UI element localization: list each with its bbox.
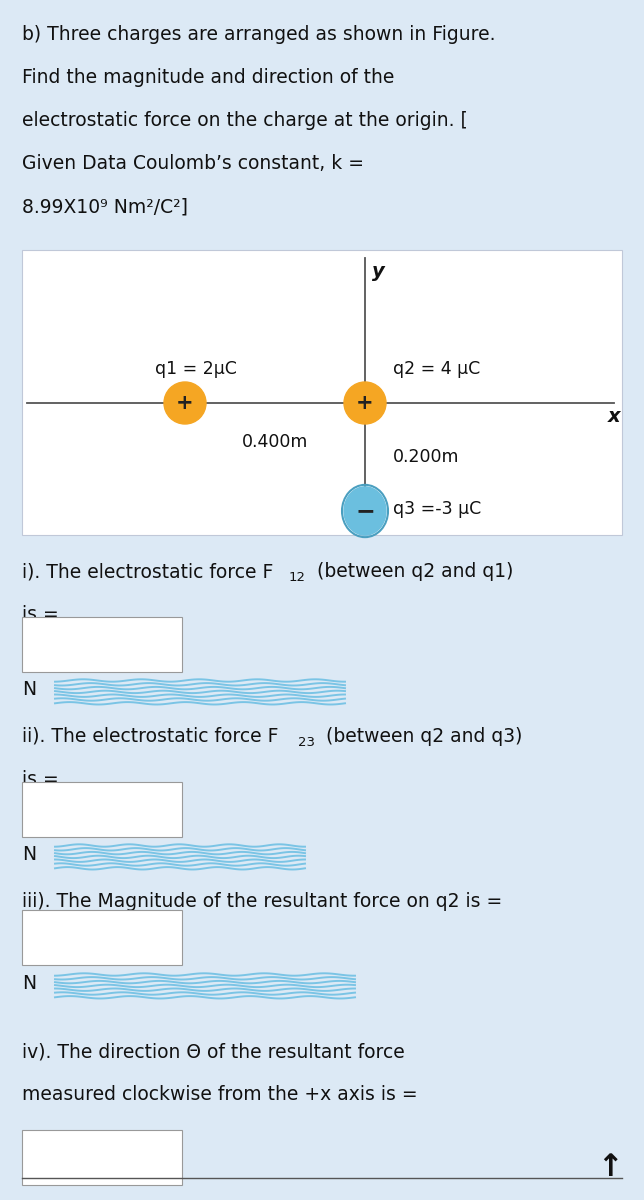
FancyBboxPatch shape bbox=[22, 782, 182, 838]
Text: x: x bbox=[608, 407, 621, 426]
Text: q2 = 4 μC: q2 = 4 μC bbox=[393, 360, 480, 378]
Text: iii). The Magnitude of the resultant force on q2 is =: iii). The Magnitude of the resultant for… bbox=[22, 892, 502, 911]
Text: N: N bbox=[22, 974, 36, 992]
Text: Find the magnitude and direction of the: Find the magnitude and direction of the bbox=[22, 68, 394, 86]
FancyBboxPatch shape bbox=[22, 910, 182, 965]
Text: is =: is = bbox=[22, 770, 59, 790]
Text: y: y bbox=[372, 262, 384, 281]
Text: 0.200m: 0.200m bbox=[393, 448, 460, 466]
Text: i). The electrostatic force F: i). The electrostatic force F bbox=[22, 562, 273, 581]
Text: ↑: ↑ bbox=[597, 1153, 623, 1182]
Text: electrostatic force on the charge at the origin. [: electrostatic force on the charge at the… bbox=[22, 110, 468, 130]
Text: ii). The electrostatic force F: ii). The electrostatic force F bbox=[22, 727, 278, 746]
Text: Given Data Coulomb’s constant, k =: Given Data Coulomb’s constant, k = bbox=[22, 154, 364, 173]
Text: q1 = 2μC: q1 = 2μC bbox=[155, 360, 237, 378]
Text: is =: is = bbox=[22, 605, 59, 624]
Text: 23: 23 bbox=[298, 736, 315, 749]
Text: 12: 12 bbox=[289, 571, 306, 584]
FancyBboxPatch shape bbox=[22, 1130, 182, 1184]
Circle shape bbox=[164, 382, 206, 424]
FancyBboxPatch shape bbox=[22, 617, 182, 672]
Text: (between q2 and q3): (between q2 and q3) bbox=[320, 727, 522, 746]
Text: +: + bbox=[356, 392, 374, 413]
Text: −: − bbox=[355, 499, 375, 523]
Text: q3 =-3 μC: q3 =-3 μC bbox=[393, 500, 481, 518]
Text: (between q2 and q1): (between q2 and q1) bbox=[311, 562, 513, 581]
Text: 8.99X10⁹ Nm²/C²]: 8.99X10⁹ Nm²/C²] bbox=[22, 197, 188, 216]
Text: b) Three charges are arranged as shown in Figure.: b) Three charges are arranged as shown i… bbox=[22, 25, 495, 44]
Text: N: N bbox=[22, 680, 36, 698]
Text: measured clockwise from the +x axis is =: measured clockwise from the +x axis is = bbox=[22, 1085, 417, 1104]
Text: iv). The direction Θ of the resultant force: iv). The direction Θ of the resultant fo… bbox=[22, 1042, 404, 1061]
Ellipse shape bbox=[344, 487, 386, 535]
Text: +: + bbox=[176, 392, 194, 413]
FancyBboxPatch shape bbox=[22, 250, 622, 535]
Circle shape bbox=[344, 382, 386, 424]
Text: 0.400m: 0.400m bbox=[242, 433, 308, 451]
Text: N: N bbox=[22, 845, 36, 864]
